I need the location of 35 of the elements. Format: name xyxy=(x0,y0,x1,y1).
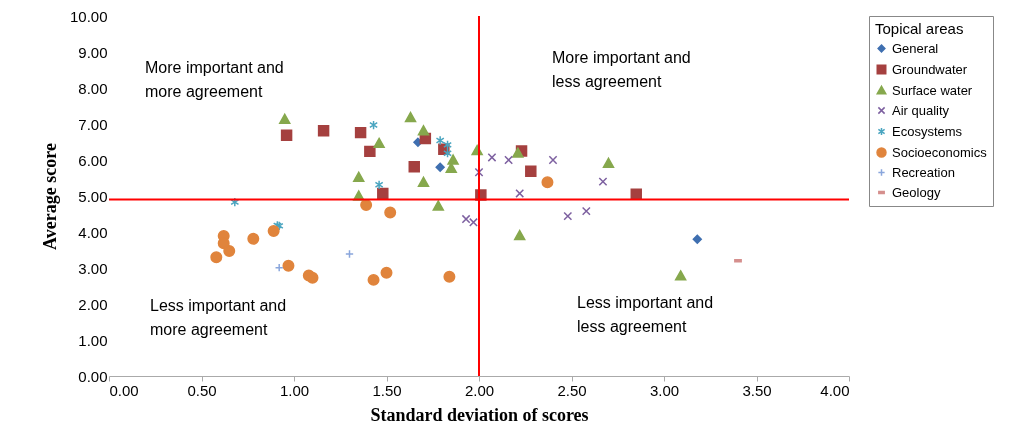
legend-label: Socioeconomics xyxy=(892,144,988,160)
legend-label: Surface water xyxy=(892,82,973,98)
x-tick-label: 4.00 xyxy=(820,381,850,399)
x-tick-label: 1.50 xyxy=(372,381,402,399)
x-tick-label: 3.00 xyxy=(649,381,680,399)
x-tick-label: 2.50 xyxy=(557,381,587,399)
y-tick-label: 6.00 xyxy=(78,151,108,169)
y-tick-label: 9.00 xyxy=(78,43,108,61)
y-axis-title: Average score xyxy=(39,143,60,250)
annotation: More important and more agreement xyxy=(145,59,284,100)
y-tick-label: 5.00 xyxy=(78,187,108,205)
x-tick-label: 2.00 xyxy=(464,381,495,399)
y-tick-label: 8.00 xyxy=(78,79,108,97)
x-tick-label: 0.50 xyxy=(187,381,217,399)
legend-title: Topical areas xyxy=(875,20,964,37)
x-tick-label: 1.00 xyxy=(279,381,310,399)
legend-label: Recreation xyxy=(892,164,955,180)
x-axis-title: Standard deviation of scores xyxy=(370,404,589,425)
legend-label: Groundwater xyxy=(892,61,968,77)
legend-label: Air quality xyxy=(892,102,950,118)
legend-label: Ecosystems xyxy=(892,123,963,139)
y-tick-label: 10.00 xyxy=(69,7,108,25)
y-tick-label: 4.00 xyxy=(78,223,108,241)
annotation: Less important and more agreement xyxy=(150,297,287,338)
annotation: More important and less agreement xyxy=(552,49,691,90)
y-tick-label: 3.00 xyxy=(78,259,108,277)
y-tick-label: 7.00 xyxy=(78,115,108,133)
y-tick-label: 1.00 xyxy=(78,331,108,349)
legend-label: Geology xyxy=(892,184,941,200)
legend-label: General xyxy=(892,40,939,56)
y-tick-label: 0.00 xyxy=(78,367,108,385)
annotation: Less important and less agreement xyxy=(577,294,714,335)
y-tick-label: 2.00 xyxy=(78,295,108,313)
x-tick-label: 0.00 xyxy=(109,381,139,399)
x-tick-label: 3.50 xyxy=(742,381,772,399)
